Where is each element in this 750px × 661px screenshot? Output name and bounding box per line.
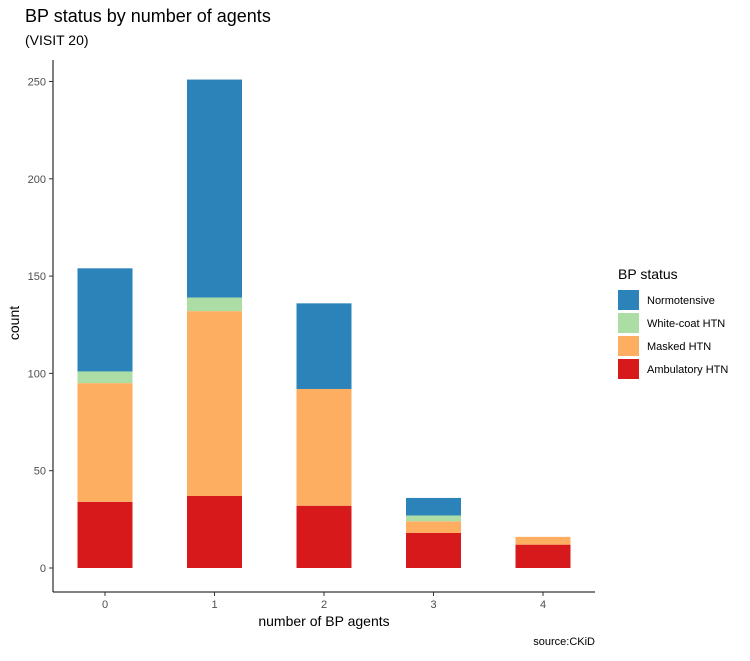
bar-ambulatory-htn-4	[515, 544, 571, 568]
chart-caption: source:CKiD	[533, 636, 595, 648]
y-axis-label: count	[6, 306, 22, 340]
y-tick-label-150: 150	[28, 271, 46, 283]
legend-key-white-coat-htn	[618, 313, 639, 333]
x-tick-label-1: 1	[211, 599, 217, 611]
legend-label-ambulatory-htn: Ambulatory HTN	[647, 364, 728, 376]
x-tick-label-0: 0	[102, 599, 108, 611]
legend-label-masked-htn: Masked HTN	[647, 341, 711, 353]
legend-label-white-coat-htn: White-coat HTN	[647, 318, 725, 330]
bar-ambulatory-htn-1	[187, 495, 242, 568]
x-tick-label-3: 3	[430, 599, 436, 611]
bar-ambulatory-htn-3	[406, 532, 461, 568]
x-tick-label-2: 2	[321, 599, 327, 611]
legend-key-masked-htn	[618, 336, 639, 356]
bars-layer	[77, 79, 571, 568]
bar-masked-htn-2	[296, 388, 352, 506]
bar-white-coat-htn-0	[77, 371, 133, 384]
y-tick-label-250: 250	[28, 77, 46, 89]
bar-normotensive-3	[406, 497, 461, 516]
legend-key-normotensive	[618, 290, 639, 310]
legend: BP status Normotensive White-coat HTN Mask…	[618, 266, 728, 379]
chart-title: BP status by number of agents	[25, 6, 271, 26]
bar-masked-htn-1	[187, 311, 242, 496]
bar-masked-htn-0	[77, 383, 133, 502]
legend-label-normotensive: Normotensive	[647, 295, 715, 307]
bar-normotensive-1	[187, 79, 242, 298]
bar-white-coat-htn-3	[406, 515, 461, 522]
legend-title: BP status	[618, 266, 678, 282]
axes-layer: 0 50 100 150 200 250 0 1 2 3 4	[28, 60, 595, 611]
legend-key-ambulatory-htn	[618, 359, 639, 379]
y-tick-label-0: 0	[40, 563, 46, 575]
chart-subtitle: (VISIT 20)	[25, 32, 89, 48]
bar-white-coat-htn-1	[187, 297, 242, 312]
x-axis-label: number of BP agents	[258, 613, 389, 629]
bar-masked-htn-3	[406, 521, 461, 533]
bar-normotensive-0	[77, 268, 133, 372]
y-tick-label-100: 100	[28, 368, 46, 380]
y-tick-label-200: 200	[28, 174, 46, 186]
bar-normotensive-2	[296, 303, 352, 389]
x-tick-label-4: 4	[540, 599, 546, 611]
bar-masked-htn-4	[515, 536, 571, 545]
bar-ambulatory-htn-0	[77, 501, 133, 568]
y-tick-label-50: 50	[34, 466, 46, 478]
bar-ambulatory-htn-2	[296, 505, 352, 568]
